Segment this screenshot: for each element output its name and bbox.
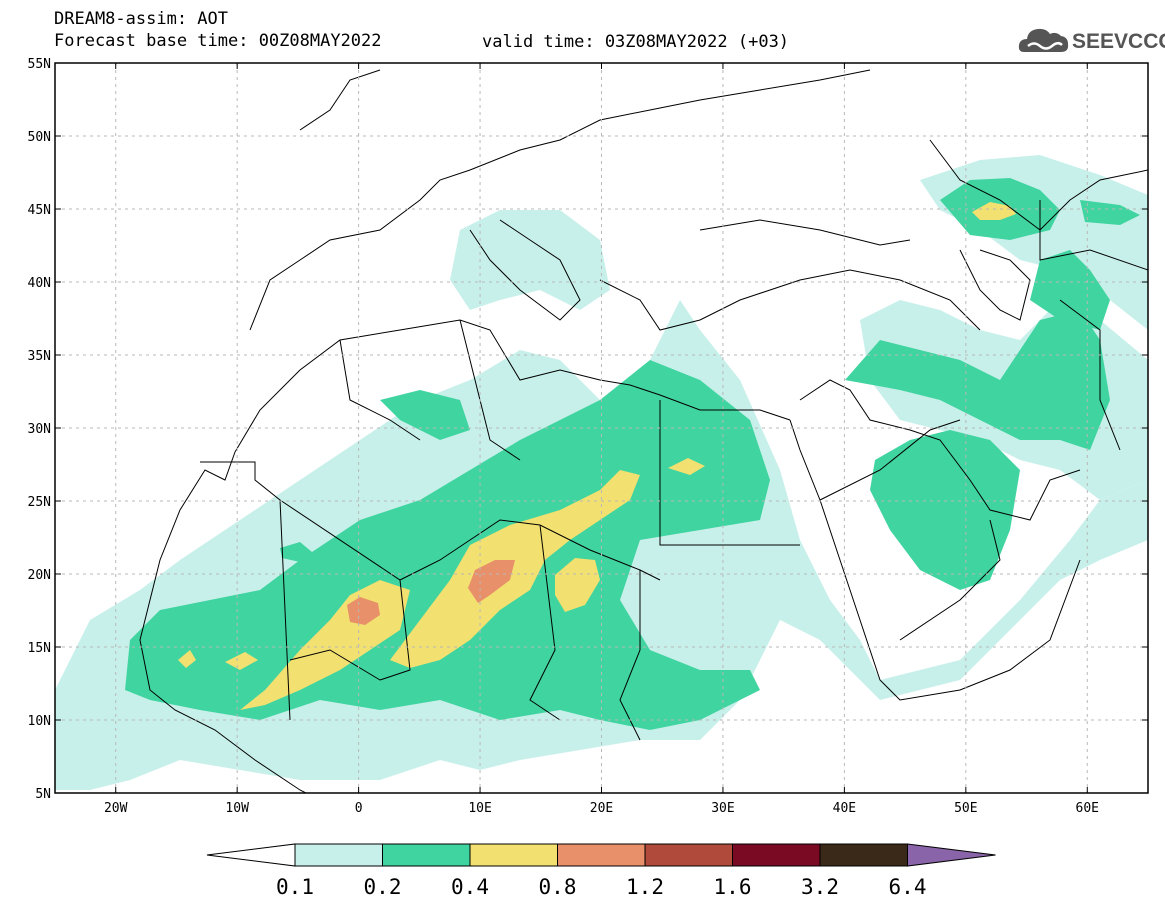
colorbar-under-triangle: [206, 843, 296, 867]
lon-label: 20W: [104, 801, 128, 816]
lat-label: 40N: [28, 276, 51, 291]
colorbar-cell: [382, 843, 471, 867]
seevccc-logo: SEEVCCC: [1018, 24, 1165, 58]
colorbar-label: 3.2: [801, 875, 839, 899]
lat-label: 50N: [28, 130, 51, 145]
coastlines-borders: [139, 69, 1148, 793]
colorbar-label: 1.2: [626, 875, 664, 899]
lon-label: 0: [355, 801, 363, 816]
lat-label: 10N: [28, 714, 51, 729]
lon-label: 10W: [225, 801, 249, 816]
latitude-labels: 55N 50N 45N 40N 35N 30N 25N 20N 15N 10N 5N: [28, 57, 51, 802]
colorbar-label: 0.2: [364, 875, 402, 899]
lat-label: 55N: [28, 57, 51, 72]
colorbar-label: 1.6: [714, 875, 752, 899]
colorbar-label: 0.8: [539, 875, 577, 899]
colorbar-cell: [469, 843, 558, 867]
lat-label: 20N: [28, 568, 51, 583]
lat-label: 35N: [28, 349, 51, 364]
lon-label: 50E: [954, 801, 977, 816]
colorbar-label: 6.4: [889, 875, 927, 899]
valid-time: valid time: 03Z08MAY2022 (+03): [482, 32, 790, 52]
aot-field-0.8: [347, 560, 515, 625]
lat-label: 45N: [28, 203, 51, 218]
cloud-icon: [1018, 28, 1069, 52]
logo-text: SEEVCCC: [1072, 30, 1165, 53]
colorbar-cell: [557, 843, 646, 867]
lon-label: 20E: [590, 801, 613, 816]
colorbar-label: 0.4: [451, 875, 489, 899]
lat-label: 15N: [28, 641, 51, 656]
lat-label: 5N: [35, 787, 51, 802]
lon-label: 30E: [711, 801, 734, 816]
map-title: DREAM8-assim: AOT: [54, 9, 228, 29]
lon-label: 10E: [468, 801, 491, 816]
colorbar-cell: [819, 843, 908, 867]
lon-label: 60E: [1076, 801, 1099, 816]
lon-label: 40E: [833, 801, 856, 816]
lat-label: 25N: [28, 495, 51, 510]
colorbar-cell: [732, 843, 821, 867]
gridlines: [55, 63, 1148, 793]
colorbar-cell: [644, 843, 733, 867]
colorbar-cell: [294, 843, 383, 867]
colorbar-over-triangle: [907, 843, 996, 867]
colorbar: 0.1 0.2 0.4 0.8 1.2 1.6 3.2 6.4: [206, 843, 996, 899]
colorbar-label: 0.1: [276, 875, 314, 899]
longitude-labels: 20W 10W 0 10E 20E 30E 40E 50E 60E: [104, 801, 1099, 816]
axis-ticks: [55, 62, 1148, 794]
lat-label: 30N: [28, 422, 51, 437]
forecast-base-time: Forecast base time: 00Z08MAY2022: [54, 31, 382, 51]
